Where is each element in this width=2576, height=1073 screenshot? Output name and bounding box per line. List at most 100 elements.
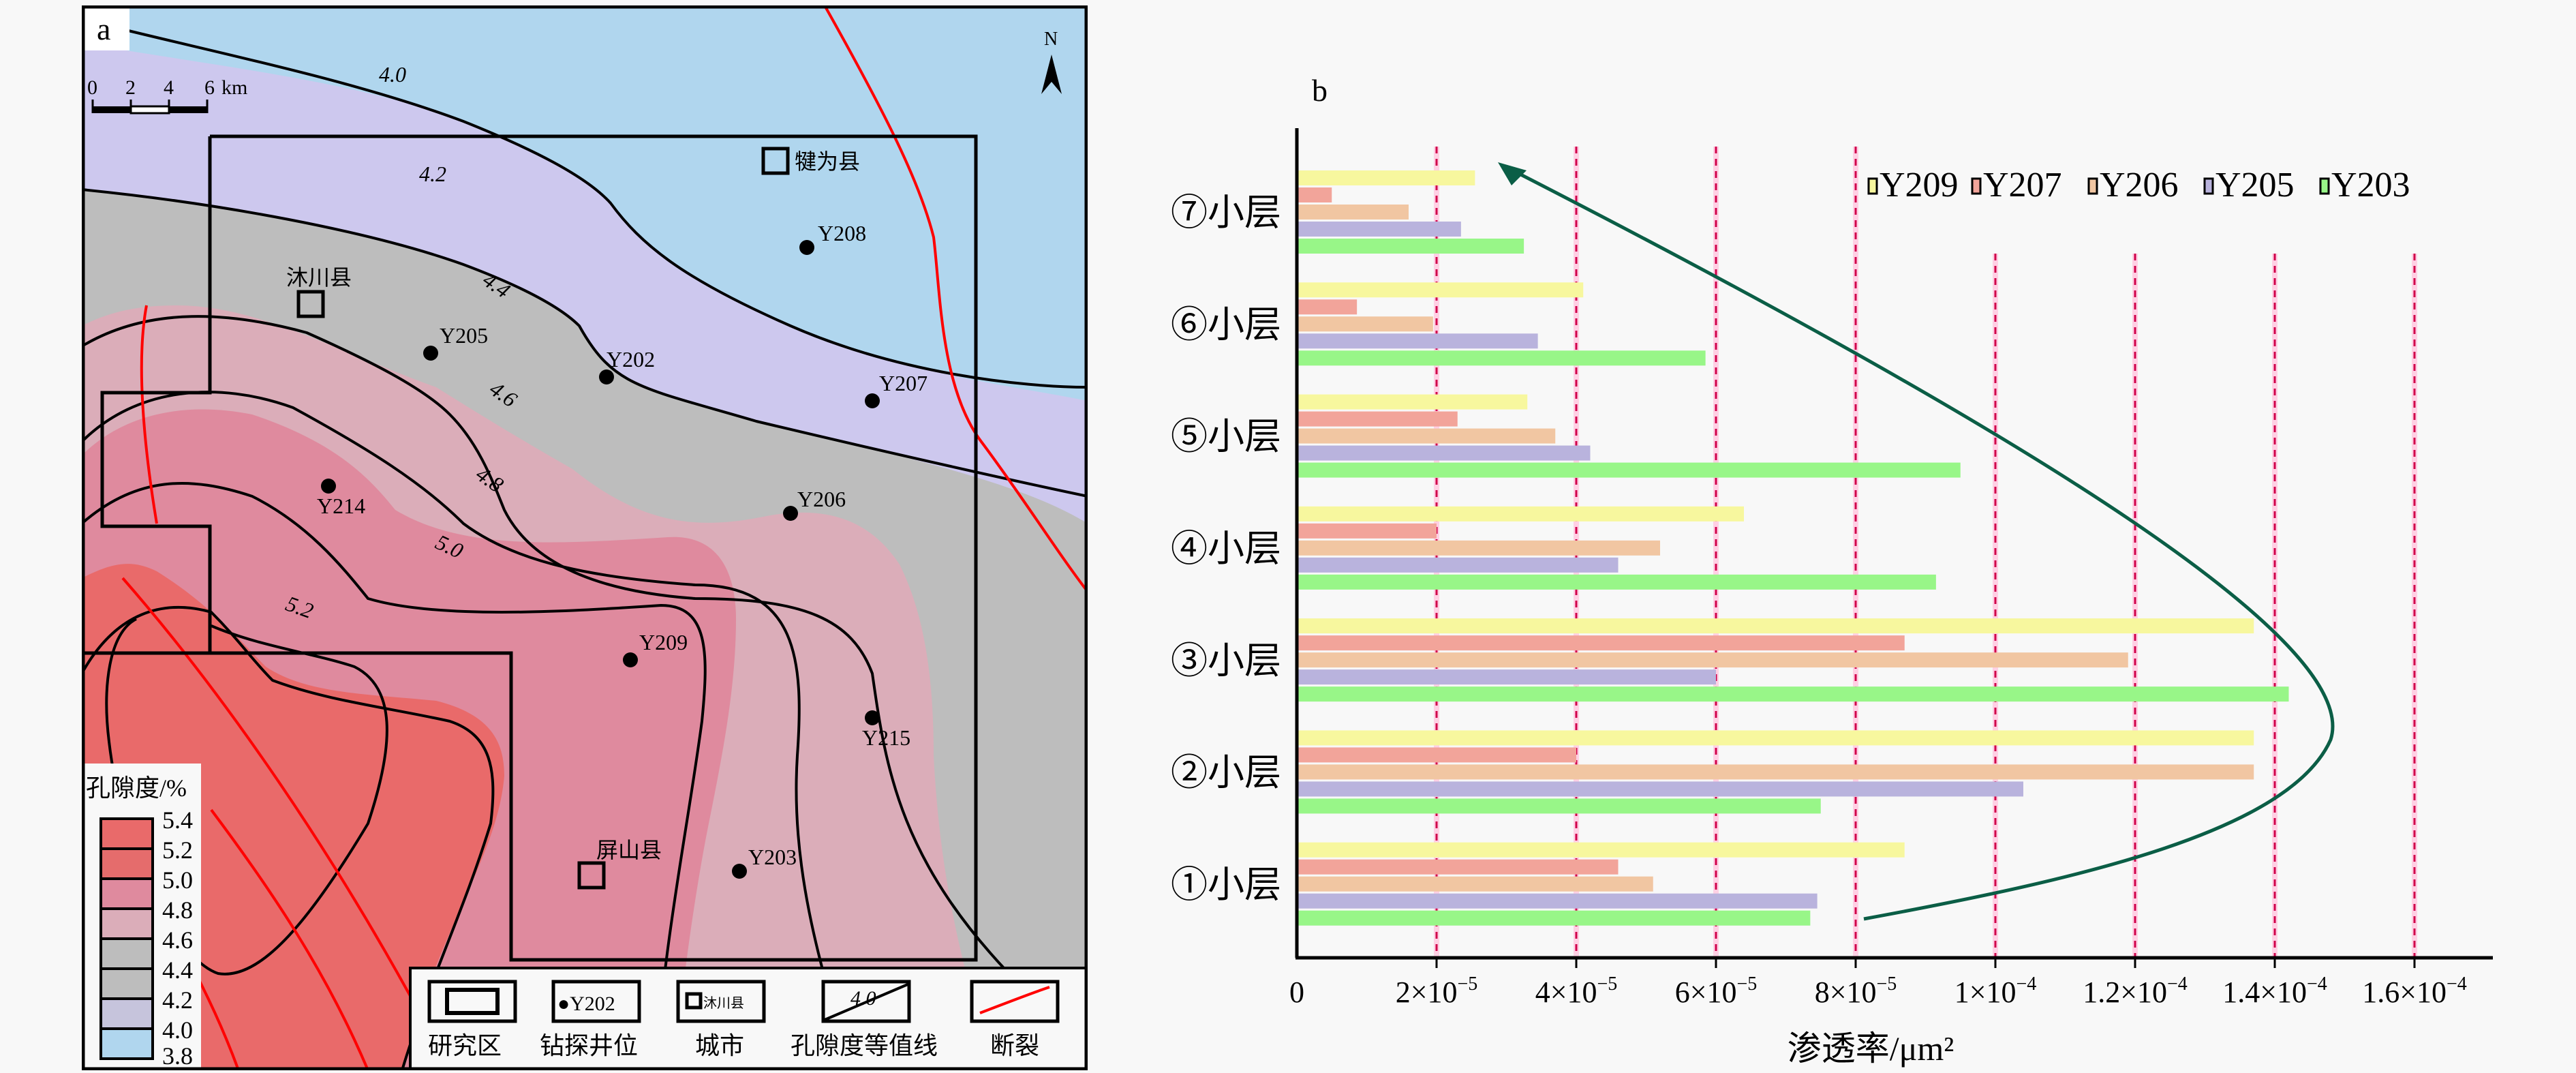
- category-label: ①小层: [1171, 864, 1281, 905]
- chart-legend: Y209 Y207 Y206 Y205 Y203: [1867, 166, 2410, 205]
- x-tick-label: 1.6×10−4: [2362, 973, 2467, 1009]
- well-Y205: Y205: [423, 323, 488, 361]
- fault-line: [121, 577, 451, 1070]
- porosity-swatch: [99, 1027, 154, 1060]
- bar-Y209-1: [1297, 842, 1905, 858]
- panel-label-box: [85, 8, 129, 50]
- svg-text:犍为县: 犍为县: [795, 149, 860, 174]
- legend-study-area: 研究区: [427, 980, 517, 1059]
- trend-curve: [1505, 165, 2335, 921]
- north-arrow-icon: [1041, 55, 1062, 94]
- porosity-break-label: 5.0: [162, 866, 193, 894]
- bar-Y209-4: [1297, 506, 1744, 522]
- wells: Y208 Y205 Y202 Y207 Y214 Y206 Y209 Y215 …: [317, 221, 927, 879]
- panel-label-b: b: [1312, 73, 1328, 108]
- city-qianwei: 犍为县: [761, 147, 860, 175]
- contour-4.0: [108, 25, 1088, 389]
- permeability-bar-chart: b ①小层 ②小层 ③小层 ④小层 ⑤小层 ⑥小层 ⑦小层 0 2×10−5 4×10−5 6×1…: [1171, 73, 2493, 1068]
- svg-text:4.0: 4.0: [850, 987, 876, 1010]
- gridlines: [1434, 147, 2417, 958]
- svg-text:Y205: Y205: [440, 323, 488, 348]
- legend-swatch-Y203: [2319, 177, 2330, 195]
- bar-Y207-2: [1297, 747, 1576, 763]
- porosity-break-label: 4.4: [162, 956, 193, 984]
- legend-swatch-Y206: [2087, 177, 2098, 195]
- well-Y207: Y207: [865, 371, 927, 408]
- legend-swatch-Y209: [1867, 177, 1878, 195]
- bar-Y205-3: [1297, 669, 1716, 685]
- well-Y208: Y208: [799, 221, 866, 255]
- x-tick-label: 1.2×10−4: [2083, 973, 2188, 1009]
- legend-swatch-Y205: [2203, 177, 2214, 195]
- svg-text:Y207: Y207: [879, 371, 927, 395]
- svg-text:屏山县: 屏山县: [596, 838, 662, 862]
- category-label: ②小层: [1171, 753, 1281, 794]
- svg-text:沐川县: 沐川县: [286, 265, 352, 290]
- porosity-swatch: [99, 907, 154, 940]
- contour-label: 4.2: [419, 162, 446, 186]
- bar-Y203-7: [1297, 239, 1524, 254]
- north-label: N: [1044, 29, 1058, 50]
- panel-label-a: a: [97, 12, 110, 46]
- contour-4.2: [82, 188, 1088, 498]
- north-arrow: N: [1041, 29, 1062, 94]
- svg-text:沐川县: 沐川县: [703, 995, 744, 1011]
- x-tick-label: 0: [1289, 976, 1304, 1009]
- well-Y203: Y203: [732, 845, 797, 879]
- well-Y214: Y214: [317, 479, 365, 518]
- svg-text:断裂: 断裂: [990, 1032, 1039, 1059]
- bars: [1297, 170, 2289, 926]
- svg-text:Y214: Y214: [317, 494, 365, 518]
- x-ticks: 0 2×10−5 4×10−5 6×10−5 8×10−5 1×10−4 1.2×10−4 1…: [1289, 958, 2467, 1009]
- porosity-break-label: 4.2: [162, 986, 193, 1014]
- arrowhead-icon: [1498, 162, 1527, 185]
- legend-label-Y205: Y205: [2215, 166, 2295, 205]
- bar-Y209-7: [1297, 170, 1475, 185]
- city-muchuan: 沐川县: [286, 265, 352, 318]
- bar-Y205-6: [1297, 333, 1538, 349]
- contour-5.0: [82, 605, 495, 1070]
- legend-well: ●Y202 钻探井位: [540, 980, 641, 1059]
- svg-text:孔隙度等值线: 孔隙度等值线: [791, 1032, 938, 1059]
- svg-text:Y215: Y215: [862, 725, 910, 750]
- svg-text:Y203: Y203: [748, 845, 797, 869]
- legend-swatch-Y207: [1971, 177, 1982, 195]
- bar-Y209-2: [1297, 730, 2254, 746]
- scale-tick-label: 4: [164, 76, 174, 99]
- category-label: ④小层: [1171, 528, 1281, 569]
- bar-Y205-1: [1297, 893, 1818, 909]
- x-tick-label: 4×10−5: [1535, 973, 1618, 1009]
- scale-tick-label: 0: [87, 76, 97, 99]
- category-label: ⑦小层: [1171, 192, 1281, 233]
- well-Y206: Y206: [783, 487, 846, 521]
- bar-Y209-6: [1297, 282, 1584, 298]
- bar-Y207-3: [1297, 635, 1905, 651]
- well-Y215: Y215: [862, 710, 910, 750]
- bar-Y205-5: [1297, 445, 1591, 461]
- porosity-break-label: 4.0: [162, 1016, 193, 1044]
- map-frame: [82, 5, 1088, 1070]
- bar-Y206-6: [1297, 316, 1433, 332]
- porosity-break-label: 4.6: [162, 926, 193, 954]
- bar-Y209-3: [1297, 618, 2254, 634]
- symbol-legend: 研究区 ●Y202 钻探井位 沐川县 城市 4.0 孔隙度等值线: [409, 967, 1088, 1070]
- bar-Y206-4: [1297, 540, 1660, 556]
- bar-Y203-2: [1297, 798, 1821, 814]
- well-Y209: Y209: [623, 630, 688, 667]
- svg-text:Y202: Y202: [607, 347, 655, 372]
- porosity-swatch: [99, 877, 154, 910]
- x-axis-label: 渗透率/μm²: [1788, 1029, 1954, 1068]
- bar-Y206-1: [1297, 876, 1653, 892]
- bar-Y203-6: [1297, 350, 1706, 366]
- bar-Y206-2: [1297, 764, 2254, 780]
- scale-unit: km: [221, 76, 247, 99]
- porosity-break-label: 5.2: [162, 836, 193, 864]
- contour-4.4: [82, 315, 1024, 988]
- bar-Y206-3: [1297, 652, 2128, 668]
- contour-4.8: [82, 481, 707, 1070]
- porosity-swatch: [99, 997, 154, 1030]
- porosity-swatch: [99, 937, 154, 970]
- svg-text:Y209: Y209: [639, 630, 688, 654]
- bar-Y203-3: [1297, 686, 2289, 702]
- fault-line: [140, 305, 158, 524]
